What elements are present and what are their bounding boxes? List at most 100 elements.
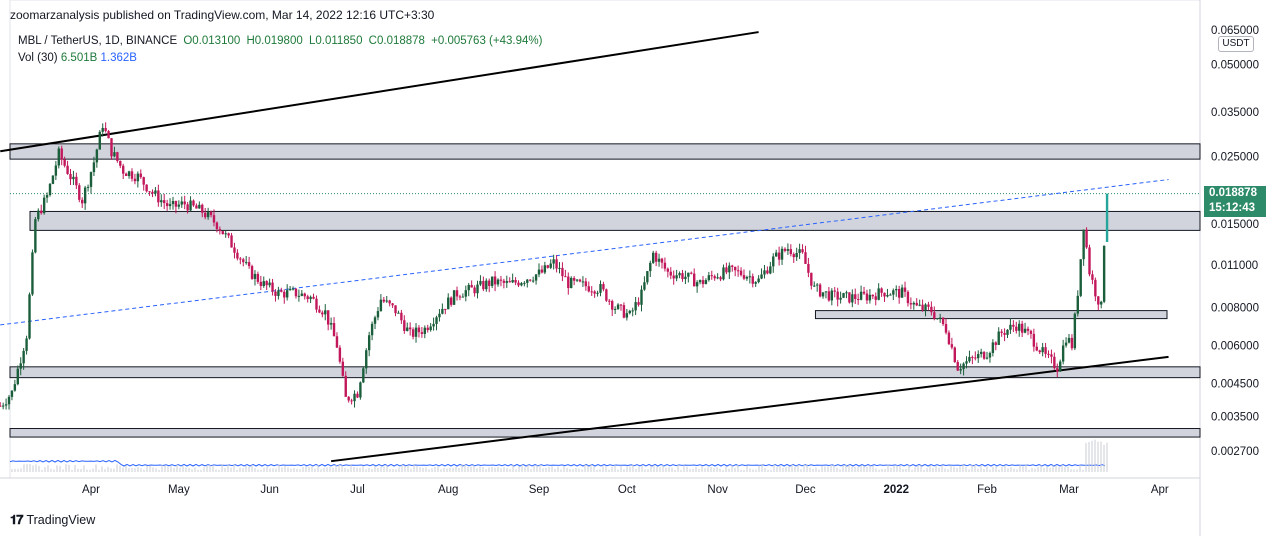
volume-value-2: 1.362B — [100, 52, 137, 64]
candle-body — [233, 247, 236, 253]
candle-body — [338, 347, 342, 362]
candle-body — [1015, 326, 1018, 331]
candle-body — [953, 347, 957, 363]
candle-body — [807, 263, 810, 273]
brand-name: TradingView — [26, 513, 96, 527]
candle-body — [889, 294, 892, 296]
candle-body — [540, 269, 544, 273]
candle-body — [777, 252, 781, 260]
candle-body — [842, 293, 845, 298]
candle-body — [780, 248, 784, 260]
candle-body — [880, 288, 883, 293]
x-tick-label: Oct — [618, 484, 637, 496]
candle-body — [242, 259, 245, 263]
candle-body — [441, 308, 444, 314]
candle-body — [570, 277, 573, 289]
volume-label[interactable]: Vol (30) — [18, 52, 58, 64]
candle-body — [420, 332, 424, 334]
candle-body — [429, 326, 432, 331]
candle-body — [704, 280, 708, 285]
candle-body — [122, 165, 125, 174]
candle-body — [824, 291, 828, 293]
candle-body — [406, 327, 409, 331]
candle-body — [449, 297, 453, 305]
candle-body — [815, 284, 819, 286]
candle-body — [549, 263, 552, 268]
currency-badge[interactable]: USDT — [1218, 36, 1254, 52]
candle-body — [572, 277, 576, 281]
candle-body — [1023, 328, 1027, 333]
candle-body — [130, 171, 134, 179]
candle-body — [10, 390, 14, 397]
candle-body — [326, 310, 330, 325]
candle-body — [280, 290, 283, 292]
candle-body — [552, 259, 555, 264]
candle-body — [1070, 337, 1074, 349]
solid-trendline — [330, 355, 1169, 463]
candle-body — [271, 282, 274, 292]
candle-body — [628, 310, 631, 314]
x-tick-label: Apr — [82, 484, 100, 496]
x-tick-label: Jun — [260, 484, 279, 496]
candle-body — [517, 282, 520, 286]
y-tick-label: 0.008000 — [1211, 302, 1259, 314]
candle-body — [28, 294, 31, 339]
candle-body — [373, 317, 377, 324]
open-value: O0.013100 — [183, 35, 241, 47]
candle-body — [637, 302, 640, 305]
symbol-name[interactable]: MBL / TetherUS, 1D, BINANCE — [18, 35, 178, 47]
candle-body — [1044, 347, 1047, 354]
candle-body — [423, 327, 427, 334]
x-tick-label: Apr — [1151, 484, 1169, 496]
x-tick-label: Jul — [350, 484, 365, 496]
candle-body — [81, 199, 84, 204]
candle-body — [631, 310, 634, 312]
candle-body — [1061, 345, 1065, 362]
candle-body — [92, 162, 96, 173]
candle-body — [1067, 337, 1071, 343]
candle-body — [426, 327, 429, 331]
candle-body — [274, 291, 277, 296]
y-tick-label: 0.035000 — [1211, 107, 1259, 119]
candle-body — [262, 281, 265, 286]
candle-body — [42, 197, 46, 214]
candle-body — [1102, 245, 1106, 302]
candle-body — [611, 301, 614, 310]
candle-body — [962, 363, 965, 370]
candle-body — [830, 290, 834, 301]
candle-body — [1094, 279, 1097, 297]
candle-body — [206, 211, 210, 218]
candle-body — [663, 262, 667, 269]
candle-body — [988, 352, 992, 358]
candle-body — [332, 323, 336, 337]
candle-body — [851, 294, 854, 303]
candle-body — [968, 356, 971, 362]
tradingview-brand[interactable]: 𝟏𝟕 TradingView — [10, 512, 95, 528]
candle-body — [1009, 324, 1012, 330]
plot-frame — [9, 0, 1201, 479]
candle-body — [845, 292, 848, 294]
candle-body — [520, 283, 523, 286]
candle-body — [385, 300, 388, 302]
candle-body — [1064, 342, 1068, 346]
candle-body — [341, 361, 345, 376]
high-value: H0.019800 — [246, 35, 303, 47]
candle-body — [447, 297, 450, 310]
candle-body — [367, 335, 371, 351]
candle-body — [979, 351, 983, 355]
candle-body — [997, 331, 1000, 345]
candle-body — [490, 276, 494, 286]
candle-body — [692, 273, 696, 287]
candle-body — [306, 296, 309, 300]
candle-body — [977, 354, 980, 359]
support-resistance-zone — [814, 310, 1168, 320]
volume-legend: Vol (30) 6.501B 1.362B — [18, 52, 137, 64]
candle-body — [315, 298, 318, 310]
candle-body — [183, 201, 186, 205]
candle-body — [1079, 259, 1082, 296]
candle-body — [912, 302, 916, 305]
candle-body — [1012, 324, 1015, 327]
candle-body — [224, 233, 227, 235]
x-tick-label: Sep — [529, 484, 549, 496]
